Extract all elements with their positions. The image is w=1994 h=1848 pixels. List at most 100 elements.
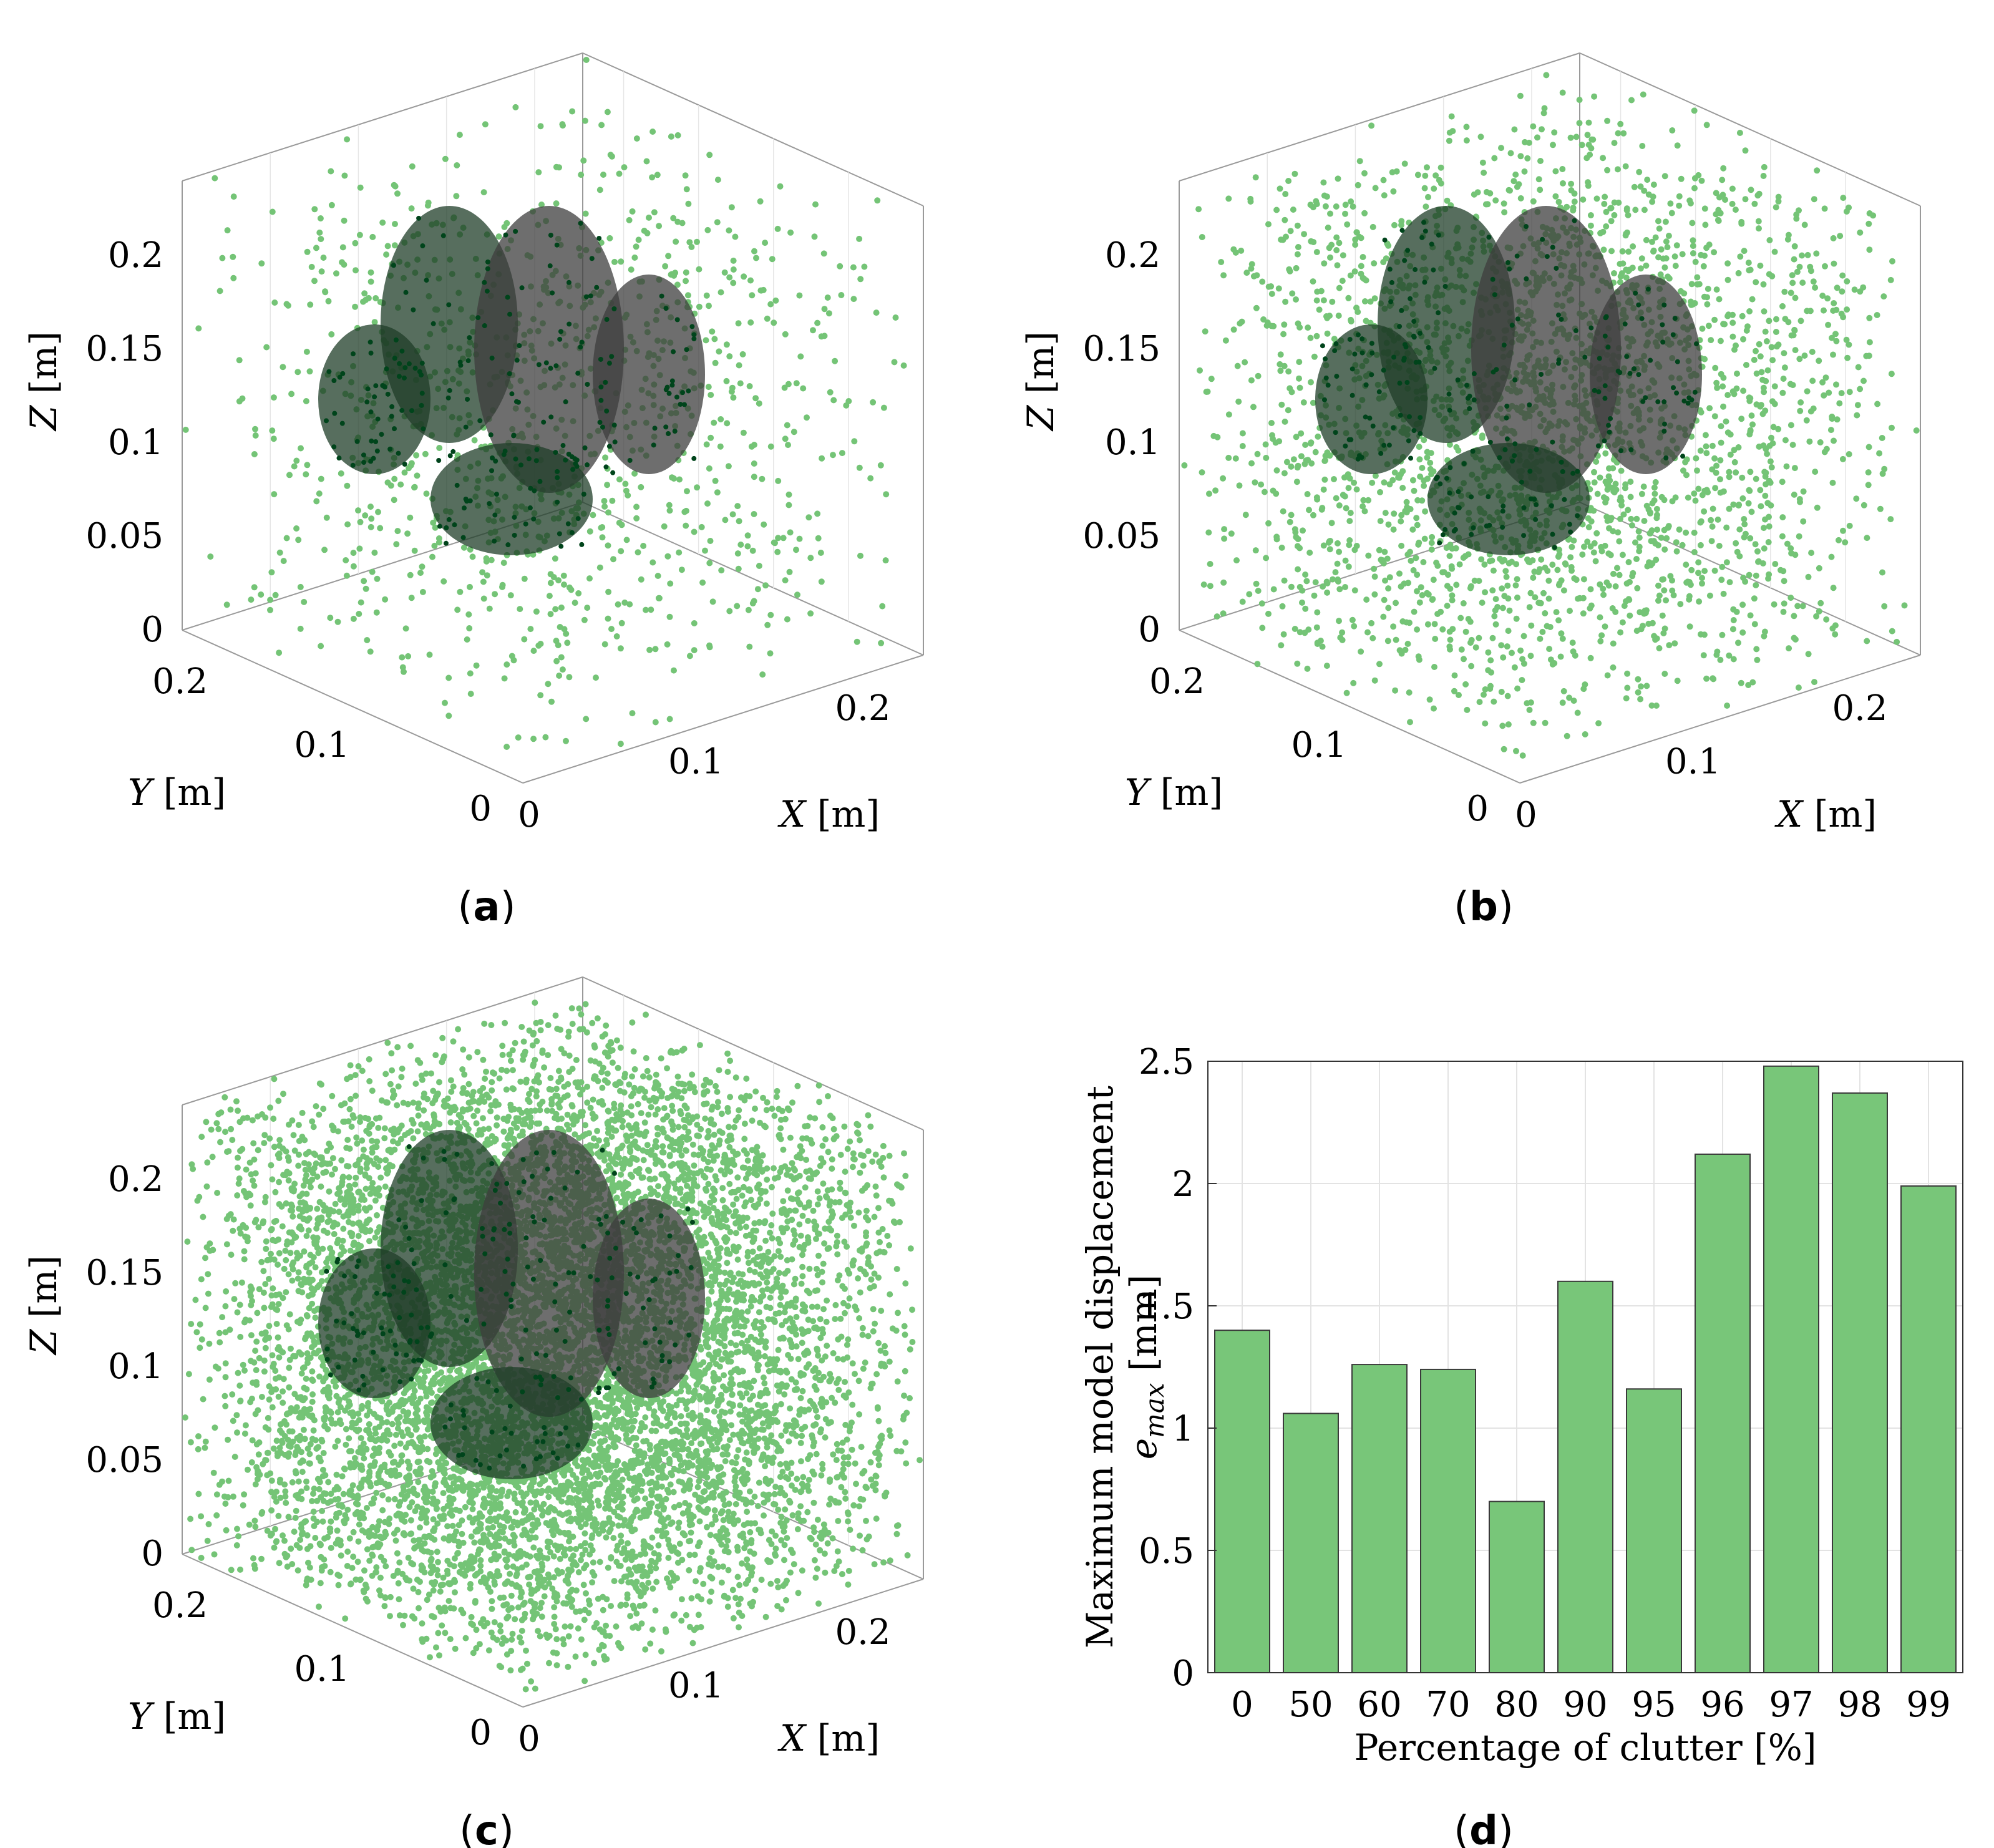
clutter-point (1753, 582, 1759, 588)
clutter-point (1458, 646, 1465, 653)
z-tick-label: 0 (141, 610, 163, 650)
clutter-point (1671, 640, 1678, 647)
model-point (1556, 361, 1562, 366)
clutter-point (1321, 476, 1328, 483)
clutter-point (301, 598, 308, 605)
clutter-point (1758, 402, 1764, 409)
clutter-point (393, 541, 400, 548)
model-point (509, 391, 515, 397)
model-point (1632, 366, 1637, 372)
clutter-point (399, 654, 406, 661)
clutter-point (1698, 251, 1705, 258)
clutter-point (880, 404, 887, 411)
model-point (555, 469, 560, 474)
clutter-point (638, 484, 644, 490)
clutter-point (1779, 303, 1786, 309)
clutter-point (1313, 624, 1320, 631)
model-point (1434, 476, 1439, 482)
clutter-point (1343, 689, 1350, 696)
clutter-point (442, 155, 449, 162)
model-point (1359, 336, 1365, 342)
model-point (1519, 479, 1524, 485)
clutter-point (1629, 573, 1636, 580)
clutter-point (867, 475, 874, 482)
clutter-point (467, 691, 474, 698)
clutter-point (1812, 284, 1819, 291)
clutter-point (1544, 568, 1551, 574)
clutter-point (1363, 277, 1369, 284)
model-point (1512, 453, 1517, 459)
model-point (1471, 371, 1477, 377)
clutter-point (280, 1376, 287, 1383)
clutter-point (683, 522, 689, 529)
clutter-point (1771, 601, 1778, 608)
clutter-point (1595, 720, 1602, 727)
model-point (1442, 284, 1448, 289)
model-point (1685, 401, 1691, 406)
clutter-point (1784, 540, 1791, 547)
clutter-point (1819, 379, 1826, 386)
clutter-point (1786, 645, 1792, 652)
model-point (1692, 389, 1698, 395)
clutter-point (1755, 218, 1762, 225)
clutter-point (1333, 234, 1340, 241)
clutter-point (382, 596, 389, 603)
clutter-point (1757, 487, 1764, 494)
clutter-point (730, 257, 737, 264)
clutter-point (1723, 559, 1730, 566)
clutter-point (575, 590, 582, 596)
clutter-point (1695, 559, 1702, 566)
clutter-point (1359, 503, 1366, 510)
clutter-point (1385, 242, 1392, 249)
cube-edge (522, 654, 924, 784)
model-point (548, 414, 554, 420)
clutter-point (666, 716, 673, 722)
clutter-point (1649, 238, 1655, 245)
clutter-point (1427, 465, 1434, 472)
clutter-point (1321, 192, 1328, 199)
clutter-point (537, 123, 544, 130)
clutter-point (1253, 272, 1260, 279)
model-point (507, 371, 512, 376)
clutter-point (1846, 522, 1853, 529)
clutter-point (556, 673, 563, 679)
z-tick-label: 0.2 (108, 235, 163, 276)
clutter-point (1492, 607, 1499, 614)
model-point (1408, 296, 1413, 301)
clutter-point (1282, 216, 1288, 223)
clutter-point (454, 606, 461, 613)
clutter-point (1574, 709, 1581, 716)
clutter-point (1576, 97, 1583, 104)
clutter-point (1250, 404, 1257, 411)
clutter-point (1615, 529, 1622, 536)
model-part (1427, 443, 1590, 555)
clutter-point (1839, 288, 1846, 295)
clutter-point (1479, 600, 1486, 606)
clutter-point (1876, 450, 1883, 457)
clutter-point (283, 535, 290, 542)
clutter-point (1775, 198, 1782, 205)
clutter-point (1676, 193, 1683, 200)
model-point (1426, 345, 1431, 351)
clutter-point (1380, 177, 1387, 183)
model-point (1423, 228, 1428, 234)
clutter-point (1393, 600, 1399, 606)
clutter-point (1652, 636, 1659, 643)
clutter-point (635, 549, 641, 556)
clutter-point (605, 615, 611, 622)
clutter-point (1342, 202, 1349, 208)
model-point (485, 266, 490, 271)
z-axis-label: Z [m] (22, 331, 65, 432)
model-point (392, 426, 397, 432)
cube-edge (1179, 52, 1580, 182)
y-tick-label: 0 (469, 789, 492, 829)
clutter-point (820, 250, 827, 257)
clutter-point (712, 477, 719, 484)
clutter-point (1413, 555, 1419, 562)
clutter-point (707, 538, 714, 544)
clutter-point (1772, 561, 1779, 567)
model-point (374, 448, 380, 454)
clutter-point (1610, 640, 1617, 647)
model-point (1452, 510, 1457, 516)
model-point (1618, 448, 1624, 454)
